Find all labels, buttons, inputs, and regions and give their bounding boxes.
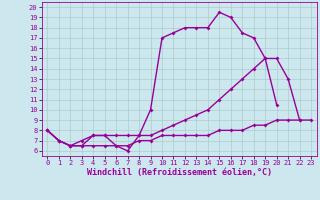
X-axis label: Windchill (Refroidissement éolien,°C): Windchill (Refroidissement éolien,°C): [87, 168, 272, 177]
